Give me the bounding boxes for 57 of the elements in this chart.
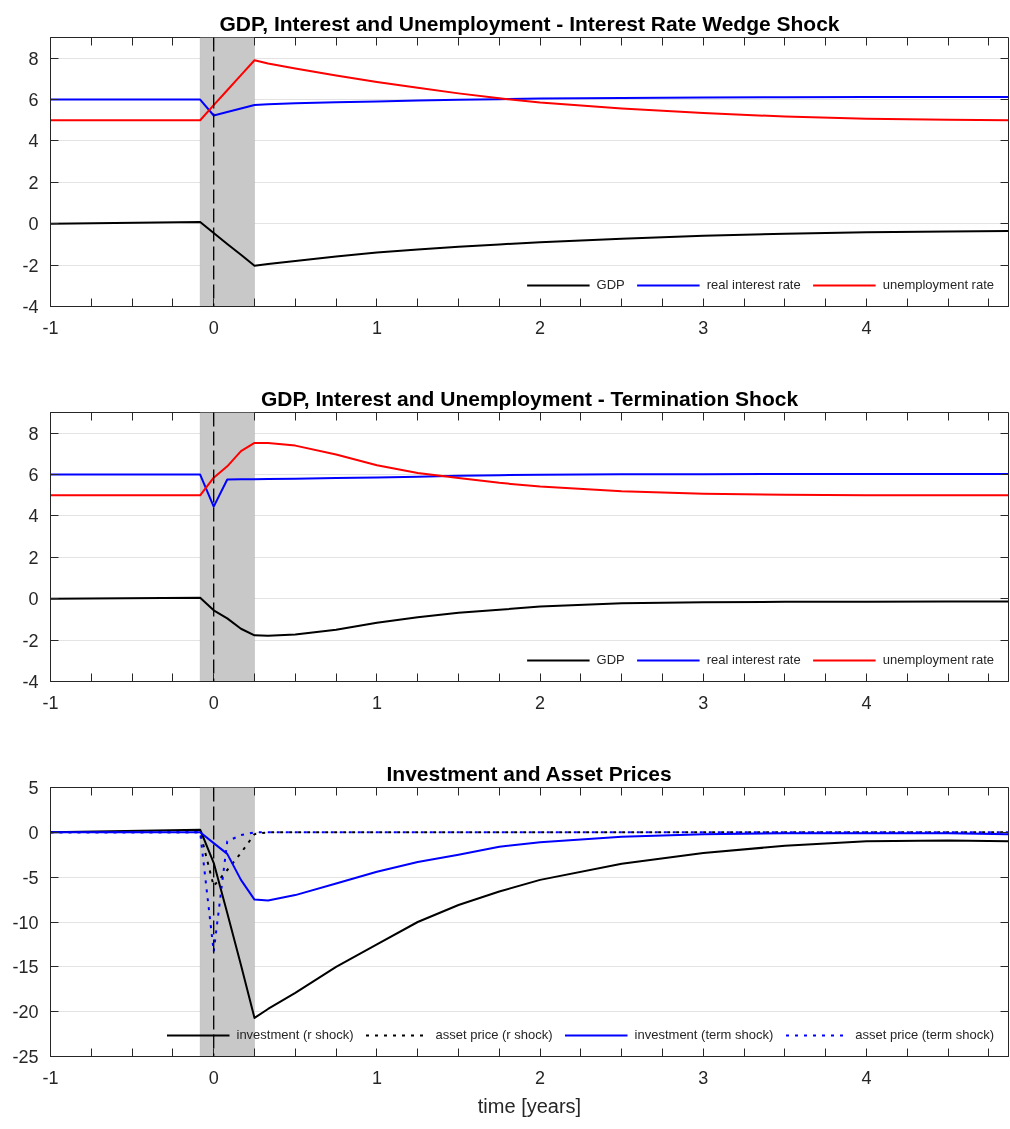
line-series xyxy=(50,472,1009,508)
x-axis-title: time [years] xyxy=(477,1094,582,1117)
x-tick-label: 1 xyxy=(371,692,382,713)
y-tick-label: 8 xyxy=(28,48,39,69)
y-tick-label: 0 xyxy=(28,822,39,843)
x-tick-label: 2 xyxy=(535,1067,546,1088)
legend-label: unemployment rate xyxy=(882,277,994,292)
x-tick-label: 1 xyxy=(371,1067,382,1088)
y-tick-label: 0 xyxy=(28,589,39,610)
x-tick-label: 3 xyxy=(698,1067,709,1088)
y-tick-label: -10 xyxy=(12,912,39,933)
y-tick-label: 6 xyxy=(28,465,39,486)
y-tick-label: 2 xyxy=(28,172,39,193)
chart-title: GDP, Interest and Unemployment - Interest Rate Wedge Shock xyxy=(219,11,840,35)
y-tick-label: 2 xyxy=(28,547,39,568)
x-tick-label: 1 xyxy=(371,317,382,338)
line-series xyxy=(50,59,1009,122)
x-tick-label: 2 xyxy=(535,692,546,713)
legend-label: GDP xyxy=(596,277,625,292)
x-tick-label: 4 xyxy=(861,692,872,713)
chart-title: GDP, Interest and Unemployment - Termination Shock xyxy=(260,386,799,410)
line-series xyxy=(50,96,1009,117)
line-series xyxy=(50,441,1009,497)
x-tick-label: -1 xyxy=(42,1067,59,1088)
y-tick-label: 6 xyxy=(28,90,39,111)
y-tick-label: 5 xyxy=(28,778,39,798)
x-tick-label: 3 xyxy=(698,692,709,713)
chart-title: Investment and Asset Prices xyxy=(386,761,672,785)
y-tick-label: 4 xyxy=(28,506,39,527)
legend-label: real interest rate xyxy=(706,277,801,292)
x-tick-label: 3 xyxy=(698,317,709,338)
x-tick-label: 0 xyxy=(208,1067,219,1088)
legend-label: GDP xyxy=(596,652,625,667)
y-tick-label: -15 xyxy=(12,957,39,978)
y-tick-label: -4 xyxy=(22,672,39,692)
x-tick-label: -1 xyxy=(42,317,59,338)
y-tick-label: -5 xyxy=(22,867,39,888)
legend-label: unemployment rate xyxy=(882,652,994,667)
y-tick-label: -25 xyxy=(12,1047,39,1067)
y-tick-label: -2 xyxy=(22,630,39,651)
x-tick-label: -1 xyxy=(42,692,59,713)
x-tick-label: 2 xyxy=(535,317,546,338)
x-tick-label: 4 xyxy=(861,1067,872,1088)
y-tick-label: -4 xyxy=(22,297,39,317)
x-tick-label: 0 xyxy=(208,692,219,713)
legend-label: real interest rate xyxy=(706,652,801,667)
x-tick-label: 4 xyxy=(861,317,872,338)
legend-label: asset price (r shock) xyxy=(435,1027,553,1042)
y-tick-label: 8 xyxy=(28,423,39,444)
legend-label: asset price (term shock) xyxy=(855,1027,994,1042)
legend-label: investment (r shock) xyxy=(236,1027,354,1042)
y-tick-label: 0 xyxy=(28,214,39,235)
legend-label: investment (term shock) xyxy=(634,1027,774,1042)
y-tick-label: -20 xyxy=(12,1002,39,1023)
x-tick-label: 0 xyxy=(208,317,219,338)
y-tick-label: 4 xyxy=(28,131,39,152)
y-tick-label: -2 xyxy=(22,255,39,276)
